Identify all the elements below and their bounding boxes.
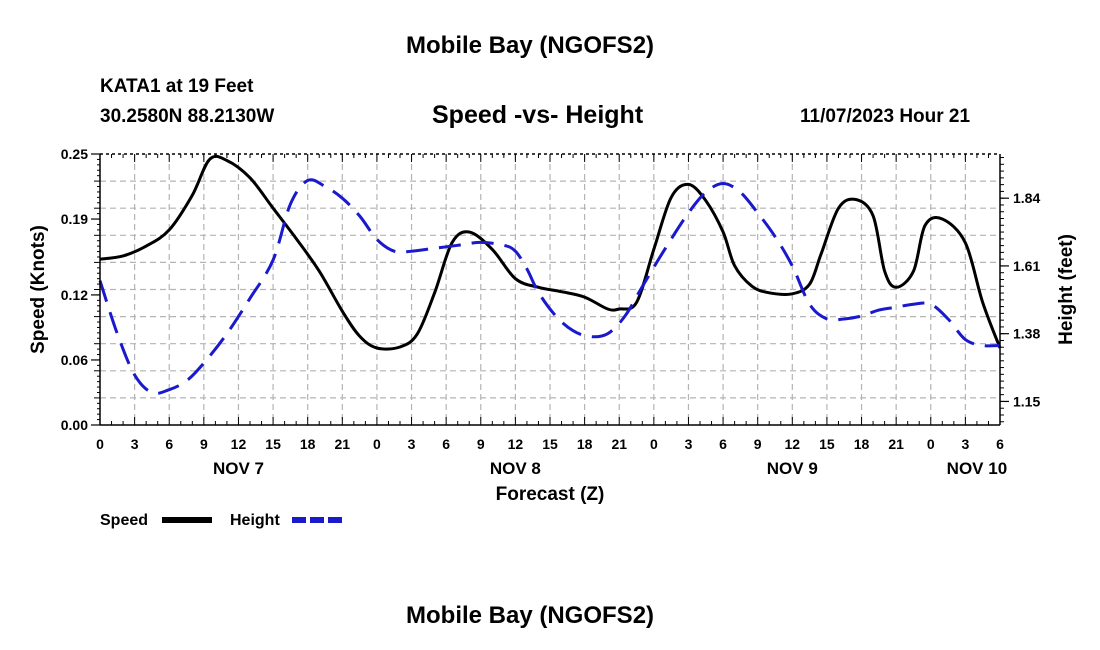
x-tick-label: 9 — [477, 436, 485, 452]
y-axis-title-left: Speed (Knots) — [28, 225, 49, 354]
x-tick-label: 12 — [785, 436, 801, 452]
forecast-timestamp: 11/07/2023 Hour 21 — [800, 106, 971, 127]
x-tick-label: 3 — [131, 436, 139, 452]
x-tick-label: 18 — [577, 436, 593, 452]
y-tick-label-left: 0.12 — [61, 287, 88, 303]
y-tick-label-right: 1.15 — [1013, 393, 1040, 409]
x-tick-label: 3 — [685, 436, 693, 452]
station-coords: 30.2580N 88.2130W — [100, 106, 275, 127]
y-tick-label-left: 0.25 — [61, 146, 88, 162]
station-name: KATA1 at 19 Feet — [100, 76, 254, 97]
y-tick-label-left: 0.00 — [61, 417, 88, 433]
x-tick-label: 0 — [373, 436, 381, 452]
legend-label-height: Height — [230, 512, 280, 529]
date-label: NOV 9 — [767, 459, 818, 478]
x-tick-label: 3 — [961, 436, 969, 452]
x-tick-label: 0 — [96, 436, 104, 452]
x-tick-label: 6 — [165, 436, 173, 452]
y-tick-label-left: 0.06 — [61, 352, 88, 368]
x-tick-label: 3 — [408, 436, 416, 452]
y-tick-label-right: 1.38 — [1013, 326, 1040, 342]
x-tick-label: 21 — [888, 436, 904, 452]
legend-label-speed: Speed — [100, 512, 148, 529]
x-tick-label: 9 — [754, 436, 762, 452]
x-tick-label: 15 — [265, 436, 281, 452]
x-axis-title: Forecast (Z) — [496, 484, 605, 505]
label-layer: 0 3 6 9 12 15 18 21 0 3 6 9 12 15 18 21 0 3 6 9 12 15 18 21 0 3 6 N… — [28, 146, 1077, 505]
tick-layer — [91, 153, 1009, 426]
x-tick-label: 6 — [442, 436, 450, 452]
x-tick-label: 12 — [508, 436, 524, 452]
y-tick-label-right: 1.84 — [1013, 190, 1040, 206]
y-axis-title-right: Height (feet) — [1056, 234, 1077, 345]
x-tick-label: 15 — [819, 436, 835, 452]
series-layer — [98, 154, 1002, 395]
x-tick-label: 15 — [542, 436, 558, 452]
x-tick-label: 6 — [996, 436, 1004, 452]
date-label: NOV 7 — [213, 459, 264, 478]
x-tick-label: 18 — [854, 436, 870, 452]
chart-subtitle: Speed -vs- Height — [432, 101, 644, 129]
x-tick-label: 6 — [719, 436, 727, 452]
y-tick-label-right: 1.61 — [1013, 258, 1040, 274]
x-tick-label: 0 — [927, 436, 935, 452]
footer-title: Mobile Bay (NGOFS2) — [406, 602, 655, 629]
page-title: Mobile Bay (NGOFS2) — [406, 32, 655, 59]
y-tick-label-left: 0.19 — [61, 211, 88, 227]
series-line-speed — [99, 154, 1002, 351]
x-tick-label: 9 — [200, 436, 208, 452]
date-label: NOV 10 — [947, 459, 1007, 478]
grid — [100, 154, 1000, 425]
legend: Speed Height — [100, 512, 342, 529]
x-tick-label: 21 — [335, 436, 351, 452]
date-label: NOV 8 — [490, 459, 541, 478]
x-tick-label: 12 — [231, 436, 247, 452]
series-line-height — [98, 178, 1001, 395]
x-tick-label: 0 — [650, 436, 658, 452]
x-tick-label: 21 — [611, 436, 627, 452]
x-tick-label: 18 — [300, 436, 316, 452]
